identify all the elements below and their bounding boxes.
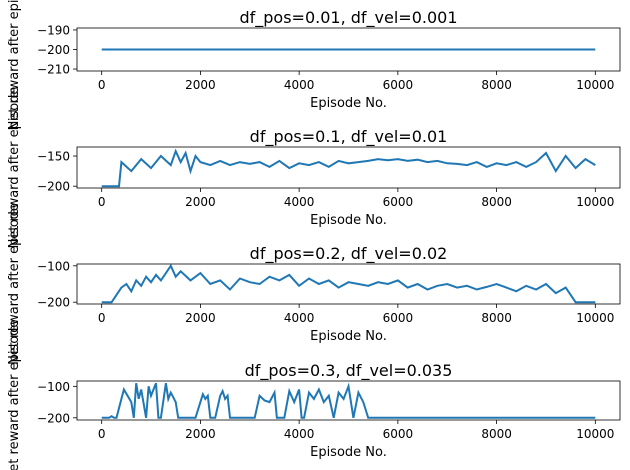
x-tick-label: 0 — [98, 78, 106, 92]
x-tick-label: 8000 — [481, 311, 512, 325]
x-tick-label: 6000 — [383, 78, 414, 92]
x-tick-label: 0 — [98, 427, 106, 441]
x-tick-label: 8000 — [481, 427, 512, 441]
x-tick-label: 10000 — [576, 195, 614, 209]
x-axis-label-2: Episode No. — [310, 213, 387, 228]
x-tick-label: 6000 — [383, 427, 414, 441]
x-axis-label-1: Episode No. — [310, 96, 387, 111]
chart-title-3: df_pos=0.2, df_vel=0.02 — [250, 244, 448, 264]
x-tick-label: 4000 — [284, 195, 315, 209]
y-tick-label: −200 — [37, 180, 70, 194]
y-tick-label: −100 — [37, 259, 70, 273]
y-tick-label: −210 — [37, 63, 70, 77]
x-tick-label: 2000 — [185, 195, 216, 209]
x-tick-label: 4000 — [284, 311, 315, 325]
axes-frame-3 — [76, 263, 621, 305]
chart-title-1: df_pos=0.01, df_vel=0.001 — [239, 8, 457, 28]
x-tick-label: 8000 — [481, 195, 512, 209]
x-tick-label: 6000 — [383, 195, 414, 209]
x-tick-label: 6000 — [383, 311, 414, 325]
x-axis-label-4: Episode No. — [310, 445, 387, 460]
y-tick-label: −190 — [37, 23, 70, 37]
y-axis-label-3: Net reward after episode — [7, 203, 22, 365]
y-axis-label-1: Net reward after episode — [7, 0, 22, 130]
x-tick-label: 2000 — [185, 427, 216, 441]
x-tick-label: 10000 — [576, 78, 614, 92]
x-tick-label: 10000 — [576, 427, 614, 441]
y-axis-label-4: Net reward after episode — [7, 320, 22, 470]
x-tick-label: 8000 — [481, 78, 512, 92]
y-axis-label-2: Net reward after episode — [7, 87, 22, 249]
y-tick-label: −200 — [37, 43, 70, 57]
x-tick-label: 2000 — [185, 311, 216, 325]
x-tick-label: 4000 — [284, 78, 315, 92]
x-tick-label: 4000 — [284, 427, 315, 441]
x-tick-label: 0 — [98, 311, 106, 325]
chart-title-4: df_pos=0.3, df_vel=0.035 — [245, 361, 453, 381]
x-tick-label: 2000 — [185, 78, 216, 92]
axes-frame-2 — [76, 146, 621, 189]
x-axis-label-3: Episode No. — [310, 329, 387, 344]
series-line-3-1 — [101, 263, 596, 304]
y-tick-label: −100 — [37, 380, 70, 394]
x-tick-label: 0 — [98, 195, 106, 209]
axes-frame-4 — [76, 380, 621, 421]
series-line-4-1 — [101, 382, 596, 419]
y-tick-label: −200 — [37, 296, 70, 310]
y-tick-label: −200 — [37, 411, 70, 425]
x-tick-label: 10000 — [576, 311, 614, 325]
y-tick-label: −150 — [37, 150, 70, 164]
chart-title-2: df_pos=0.1, df_vel=0.01 — [250, 127, 448, 147]
series-line-2-1 — [101, 148, 596, 188]
